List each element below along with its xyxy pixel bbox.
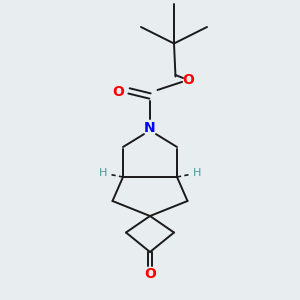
Text: O: O xyxy=(112,85,124,98)
Text: N: N xyxy=(144,121,156,134)
Text: H: H xyxy=(193,168,202,178)
Text: O: O xyxy=(182,73,194,87)
Text: H: H xyxy=(98,168,107,178)
Text: O: O xyxy=(144,268,156,281)
